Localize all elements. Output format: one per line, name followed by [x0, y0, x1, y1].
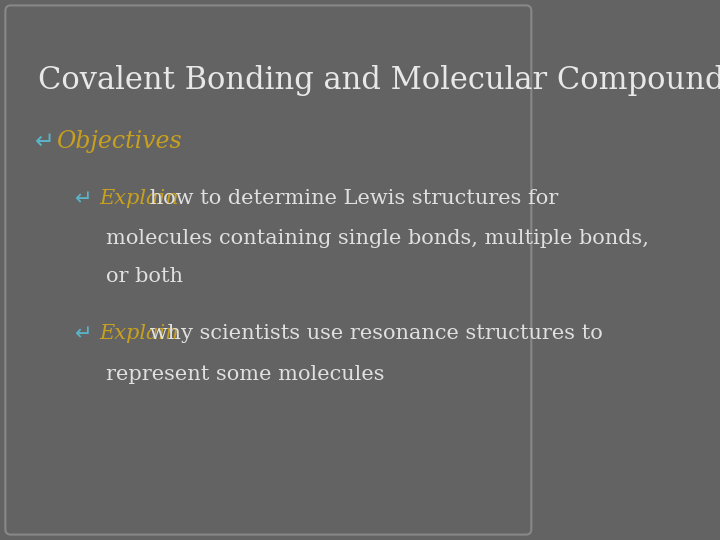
Text: ↵: ↵: [75, 324, 93, 344]
Text: ↵: ↵: [75, 189, 93, 209]
Text: represent some molecules: represent some molecules: [106, 364, 384, 383]
Text: why scientists use resonance structures to: why scientists use resonance structures …: [143, 324, 603, 343]
Text: molecules containing single bonds, multiple bonds,: molecules containing single bonds, multi…: [106, 230, 649, 248]
Text: Objectives: Objectives: [56, 130, 182, 153]
Text: Explain: Explain: [99, 324, 179, 343]
Text: Covalent Bonding and Molecular Compounds: Covalent Bonding and Molecular Compounds: [37, 65, 720, 96]
Text: or both: or both: [106, 267, 183, 286]
FancyBboxPatch shape: [5, 5, 531, 535]
Text: ↵: ↵: [35, 130, 55, 153]
Text: Explain: Explain: [99, 189, 179, 208]
Text: how to determine Lewis structures for: how to determine Lewis structures for: [143, 189, 559, 208]
